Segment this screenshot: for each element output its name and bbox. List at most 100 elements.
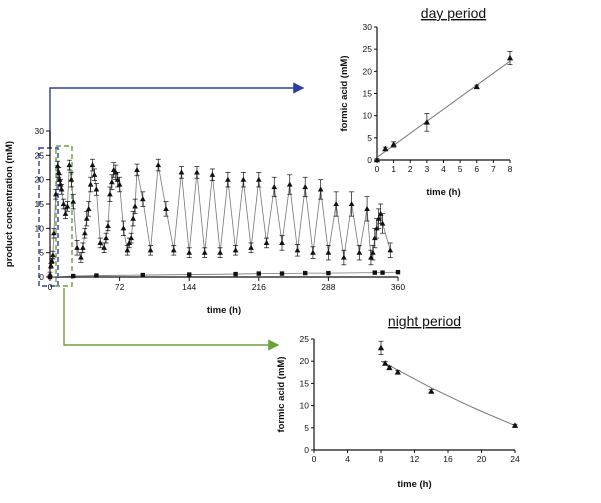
main-y-tick-label-6: 30 xyxy=(35,126,45,136)
main-series-1-point-3 xyxy=(140,272,145,278)
main-series-0-point-28 xyxy=(101,244,107,250)
night-fit-curve xyxy=(380,360,516,427)
main-series-1-point-1 xyxy=(71,273,76,279)
main-x-tick-label-3: 216 xyxy=(252,282,266,292)
main-series-0-point-41 xyxy=(130,215,136,221)
main-series-0-point-36 xyxy=(116,181,123,187)
main-y-tick-label-0: 0 xyxy=(39,272,44,282)
day-y-tick-label-3: 15 xyxy=(363,89,373,99)
main-series-0-point-21 xyxy=(83,215,90,221)
day-period-connector-arrow xyxy=(49,82,305,148)
main-series-0-point-58 xyxy=(248,244,254,250)
main-series-0-point-5 xyxy=(52,191,59,197)
main-series-0-point-24 xyxy=(89,162,96,168)
night-period-chart: 0 4 8 12 16 20 24 0 5 10 15 20 25 time (h) formic acid… xyxy=(276,313,520,490)
night-x-tick-label-5: 20 xyxy=(477,454,487,464)
day-y-tick-label-1: 5 xyxy=(367,133,372,143)
main-y-tick-label-2: 10 xyxy=(35,223,45,233)
night-x-tick-label-3: 12 xyxy=(410,454,420,464)
main-series-0-point-78 xyxy=(375,215,382,221)
main-series-0-point-67 xyxy=(317,186,324,192)
main-series-0-point-81 xyxy=(387,247,394,253)
night-x-tick-label-1: 4 xyxy=(345,454,350,464)
day-x-tick-label-1: 1 xyxy=(391,164,396,174)
day-y-tick-label-2: 10 xyxy=(363,111,373,121)
day-chart-title: day period xyxy=(421,5,486,21)
main-series-1-point-6 xyxy=(256,271,261,276)
main-series-0-point-30 xyxy=(105,222,111,228)
day-y-axis-label: formic acid (mM) xyxy=(339,55,350,131)
main-series-0-point-1 xyxy=(48,262,54,268)
main-series-0-point-22 xyxy=(85,205,92,211)
day-series-0-point-1 xyxy=(382,145,389,152)
main-series-0-point-45 xyxy=(147,247,154,253)
main-series-0-point-74 xyxy=(368,254,374,260)
main-series-0-point-32 xyxy=(109,179,115,185)
night-period-connector-arrow xyxy=(63,288,280,351)
night-y-axis-label: formic acid (mM) xyxy=(276,356,287,432)
main-series-0-point-53 xyxy=(209,171,216,177)
night-series-0-point-4 xyxy=(428,388,435,394)
night-y-tick-label-0: 0 xyxy=(304,445,309,455)
main-series-0-point-43 xyxy=(134,166,140,173)
main-y-axis-label: product concentration (mM) xyxy=(4,141,15,267)
main-series-0-point-77 xyxy=(373,225,380,231)
main-series-0-point-8 xyxy=(56,176,63,182)
main-series-1-point-5 xyxy=(233,271,238,277)
day-x-tick-label-5: 5 xyxy=(458,164,463,174)
main-series-0-point-14 xyxy=(66,162,73,168)
main-series-0-point-26 xyxy=(93,186,100,192)
main-series-0-point-47 xyxy=(163,205,169,211)
main-series-0-point-75 xyxy=(370,249,376,255)
day-series-0-point-2 xyxy=(390,141,397,147)
main-x-tick-label-5: 360 xyxy=(391,282,405,292)
main-series-0-point-39 xyxy=(126,239,133,246)
day-x-tick-label-0: 0 xyxy=(375,164,380,174)
main-series-0-point-66 xyxy=(310,249,316,255)
main-series-0-line xyxy=(49,164,391,275)
main-series-0-point-3 xyxy=(50,252,56,258)
day-y-tick-label-5: 25 xyxy=(363,44,373,54)
main-series-0-point-16 xyxy=(70,198,77,204)
main-series-0-point-9 xyxy=(57,181,64,187)
main-series-0-point-56 xyxy=(232,247,239,253)
main-series-0-point-49 xyxy=(178,169,185,175)
main-series-0-point-29 xyxy=(103,235,109,241)
day-fit-line xyxy=(376,60,511,158)
night-series-0-point-3 xyxy=(394,369,401,375)
night-y-tick-label-4: 20 xyxy=(300,356,310,366)
day-period-chart: 0 1 2 3 4 5 6 7 8 0 5 10 15 20 25 30 time (h) formic acid… xyxy=(339,5,514,198)
main-series-0-point-35 xyxy=(114,176,121,182)
night-y-tick-label-1: 5 xyxy=(304,423,309,433)
main-series-0-point-19 xyxy=(80,244,86,250)
main-x-tick-label-4: 288 xyxy=(321,282,335,292)
main-series-0-point-38 xyxy=(124,247,131,253)
main-series-1-point-8 xyxy=(303,270,308,276)
main-series-0-point-60 xyxy=(263,239,270,246)
main-series-1-point-0 xyxy=(47,274,53,280)
night-period-highlight-box xyxy=(55,145,73,287)
main-y-tick-label-3: 15 xyxy=(35,199,45,209)
day-period-highlight-box xyxy=(38,147,59,287)
day-x-axis-label: time (h) xyxy=(426,187,460,198)
day-series-0-point-3 xyxy=(423,119,431,125)
night-series-0-point-0 xyxy=(377,344,385,351)
main-series-0-point-25 xyxy=(91,171,98,177)
night-series-0-point-5 xyxy=(511,422,519,428)
night-chart-title: night period xyxy=(388,313,461,329)
day-x-tick-label-2: 2 xyxy=(408,164,413,174)
main-series-0-point-79 xyxy=(377,210,384,216)
night-x-tick-label-2: 8 xyxy=(379,454,384,464)
main-series-0-point-69 xyxy=(333,201,339,207)
main-series-0-point-57 xyxy=(240,176,247,182)
main-series-0-point-61 xyxy=(271,183,278,190)
night-y-tick-label-2: 10 xyxy=(300,401,310,411)
main-series-0-point-12 xyxy=(62,210,69,216)
main-series-0-point-4 xyxy=(51,230,57,236)
main-series-0-point-62 xyxy=(279,239,285,246)
main-y-tick-label-5: 25 xyxy=(35,150,45,160)
main-series-0-point-42 xyxy=(132,203,138,209)
main-series-0-point-54 xyxy=(217,249,223,255)
